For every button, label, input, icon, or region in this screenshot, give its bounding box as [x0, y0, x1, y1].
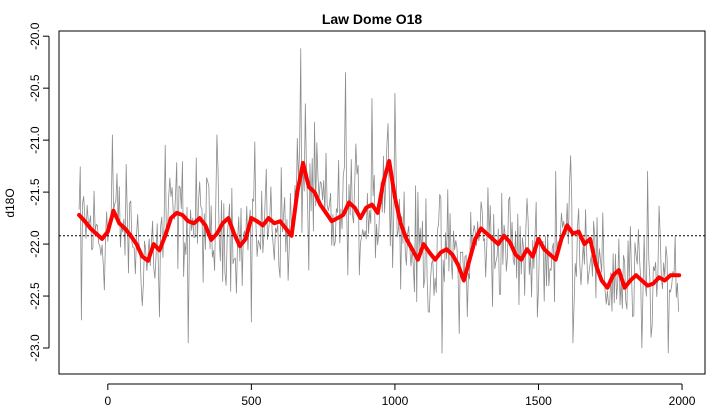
y-tick-label: -22.5 [28, 282, 42, 310]
y-tick-label: -21.5 [28, 178, 42, 206]
x-tick-label: 1500 [525, 394, 552, 408]
y-tick-label: -22.0 [28, 230, 42, 258]
y-tick-label: -23.0 [28, 334, 42, 362]
plot-area [59, 49, 705, 354]
x-tick-label: 1000 [382, 394, 409, 408]
y-tick-label: -20.0 [28, 22, 42, 50]
y-axis: -23.0 -22.5 -22.0 -21.5 -21.0 -20.5 -20.0 [28, 22, 49, 361]
chart-title: Law Dome O18 [322, 11, 423, 27]
x-tick-label: 2000 [669, 394, 696, 408]
x-axis: 0 500 1000 1500 2000 [104, 384, 695, 408]
x-tick-label: 0 [104, 394, 111, 408]
x-tick-label: 500 [241, 394, 261, 408]
y-axis-label: d18O [3, 188, 17, 217]
y-tick-label: -21.0 [28, 126, 42, 154]
y-tick-label: -20.5 [28, 74, 42, 102]
